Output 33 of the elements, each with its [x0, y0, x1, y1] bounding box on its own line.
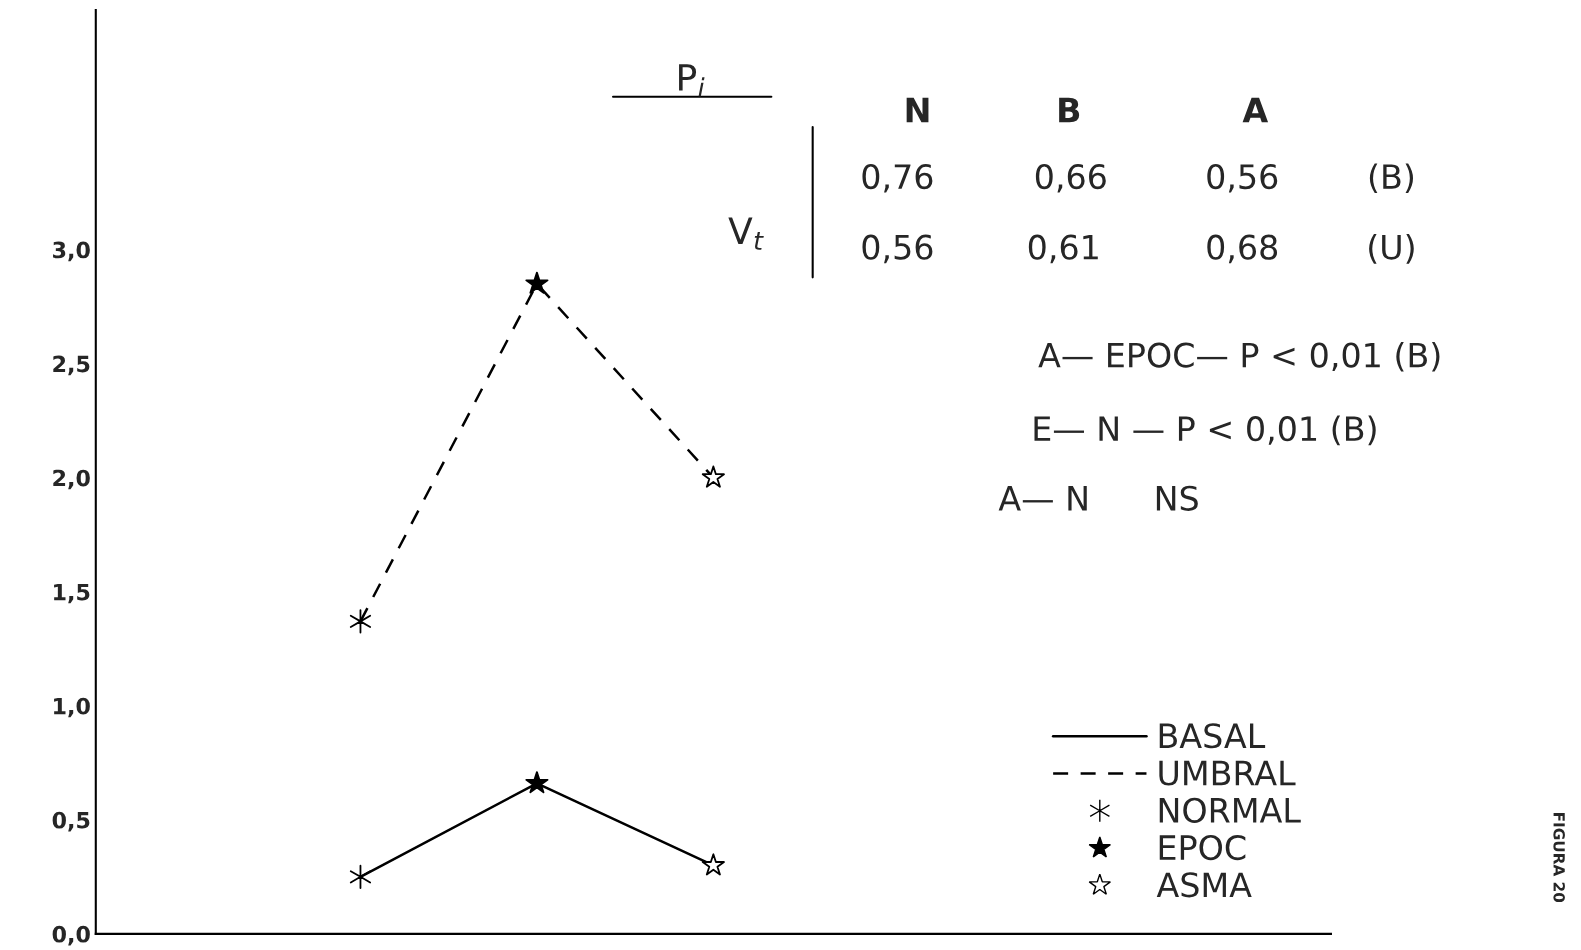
- text: (B): [1369, 163, 1414, 194]
- annotation: 0,56: [1207, 163, 1278, 193]
- annotation: 0,66: [1035, 163, 1106, 193]
- annotation: P$_{i}$: [679, 64, 705, 97]
- point: [525, 271, 549, 294]
- text: (U): [1369, 234, 1414, 264]
- annotation: E— N — P < 0,01 (B): [1034, 415, 1376, 446]
- legend-label: EPOC: [1159, 834, 1246, 861]
- annotation: 0,61: [1028, 234, 1098, 264]
- y-tick-label: 3,0: [53, 241, 90, 262]
- annotation: V$_{t}$: [728, 217, 764, 250]
- y-tick-label: 0,5: [52, 811, 90, 832]
- annotation: 0,56: [862, 234, 933, 264]
- legend-label: NORMAL: [1159, 797, 1301, 823]
- annotation: A— EPOC— P < 0,01 (B): [1038, 341, 1440, 372]
- annotation: N: [906, 97, 929, 123]
- text: FIGURA 20: [1553, 813, 1565, 903]
- legend-label: UMBRAL: [1159, 760, 1296, 786]
- annotation: 0,68: [1207, 234, 1278, 264]
- y-tick-label: 2,5: [53, 355, 90, 376]
- annotation: 0,76: [862, 163, 933, 193]
- legend-label: ASMA: [1156, 872, 1252, 898]
- point: [525, 771, 549, 794]
- point: [701, 853, 725, 876]
- point: [701, 465, 725, 488]
- y-tick-label: 1,0: [54, 697, 90, 718]
- legend-label: BASAL: [1159, 723, 1266, 749]
- y-tick-label: 1,5: [54, 583, 90, 604]
- annotation: A: [1242, 97, 1269, 123]
- y-tick-label: 0,0: [52, 925, 90, 946]
- annotation: B: [1059, 97, 1080, 123]
- y-tick-label: 2,0: [53, 469, 90, 490]
- annotation: A— N NS: [998, 485, 1198, 511]
